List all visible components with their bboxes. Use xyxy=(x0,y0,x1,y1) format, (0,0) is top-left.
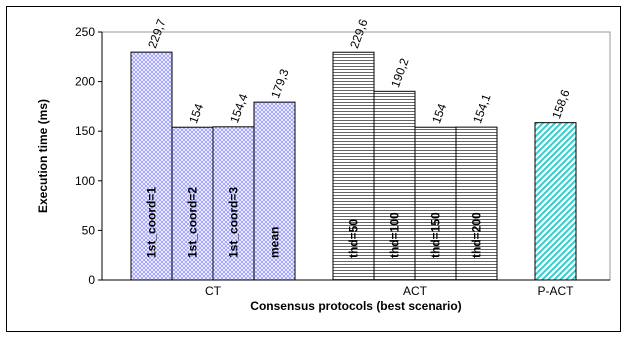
y-tick-label: 150 xyxy=(75,124,95,138)
bar-inner-label: 1st_coord=3 xyxy=(227,187,241,258)
y-tick-label: 100 xyxy=(75,174,95,188)
bar-inner-label: 1st_coord=2 xyxy=(186,187,200,258)
bar xyxy=(332,51,375,281)
bar xyxy=(212,126,255,281)
y-tick-label: 250 xyxy=(75,25,95,39)
bar-inner-label: 1st_coord=1 xyxy=(145,187,159,258)
y-tick-label: 200 xyxy=(75,75,95,89)
value-label: 154 xyxy=(186,101,206,125)
bar-inner-label: mean xyxy=(268,227,282,258)
bar-inner-label: thd=50 xyxy=(347,219,361,258)
category-label: ACT xyxy=(403,284,428,298)
y-axis-label: Execution time (ms) xyxy=(36,99,50,213)
y-tick-label: 0 xyxy=(88,273,95,287)
category-label: CT xyxy=(205,284,222,298)
bar xyxy=(171,126,214,281)
bar-inner-label: thd=100 xyxy=(388,212,402,258)
bar xyxy=(253,101,296,281)
bar xyxy=(534,122,577,281)
bars-layer xyxy=(130,51,577,281)
bar-inner-label: thd=150 xyxy=(429,212,443,258)
bar xyxy=(455,126,498,281)
category-label: P-ACT xyxy=(538,284,575,298)
y-tick-label: 50 xyxy=(82,223,96,237)
x-axis-label: Consensus protocols (best scenario) xyxy=(250,299,461,313)
bar xyxy=(414,126,457,281)
bar-inner-label: thd=200 xyxy=(470,212,484,258)
value-label: 154 xyxy=(429,101,449,125)
